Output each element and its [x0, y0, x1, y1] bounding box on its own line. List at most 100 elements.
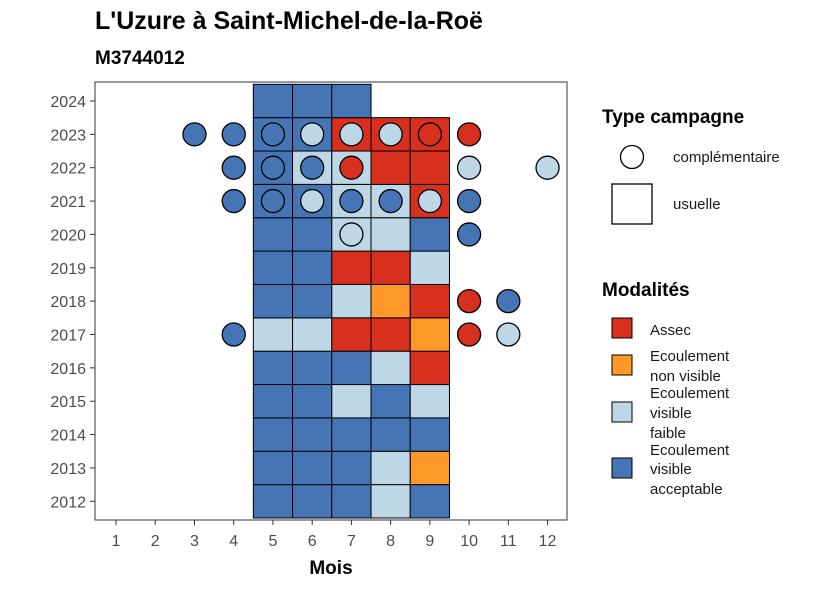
- point-2021-6: [300, 188, 325, 214]
- cell-2015-6: [292, 384, 333, 419]
- legend-label-faible: Ecoulement: [650, 385, 730, 402]
- point-2017-10: [456, 322, 482, 347]
- legend-label-faible: visible: [650, 405, 692, 422]
- point-2020-10: [456, 222, 482, 247]
- legend-label-acceptable: Ecoulement: [650, 442, 730, 459]
- y-tick-label: 2019: [50, 261, 86, 278]
- cell-2012-6: [292, 484, 333, 519]
- point-2022-6: [300, 155, 325, 180]
- cell-2012-8: [370, 484, 411, 519]
- cell-2012-9: [409, 484, 450, 519]
- x-tick-label: 6: [308, 533, 317, 550]
- point-2022-7: [339, 155, 364, 180]
- y-tick-label: 2022: [50, 161, 86, 178]
- cell-2020-9: [409, 217, 450, 252]
- y-tick-label: 2016: [50, 361, 86, 378]
- point-2022-4: [221, 155, 246, 180]
- cell-2013-9: [409, 450, 450, 486]
- legend-campagne-title: Type campagne: [602, 107, 744, 128]
- y-tick-label: 2021: [50, 194, 86, 211]
- cell-2015-9: [409, 384, 450, 419]
- point-2018-10: [456, 288, 482, 314]
- legend-campagne: Type campagne complémentaire usuelle: [602, 107, 780, 225]
- cell-2013-7: [331, 450, 372, 486]
- legend-key-non_visible: [611, 354, 633, 376]
- point-2017-11: [496, 322, 521, 347]
- x-tick-label: 3: [190, 533, 199, 550]
- legend-label-non_visible: Ecoulement: [650, 348, 730, 365]
- y-tick-label: 2023: [50, 127, 86, 144]
- cell-2017-7: [331, 317, 372, 352]
- cell-2012-7: [331, 484, 372, 519]
- cell-2013-8: [370, 450, 411, 486]
- cell-2015-8: [370, 384, 411, 419]
- cell-2017-5: [252, 317, 294, 352]
- cell-2020-5: [252, 217, 294, 252]
- cell-2024-7: [331, 83, 372, 119]
- cell-2022-8: [370, 150, 411, 185]
- chart-title: L'Uzure à Saint-Michel-de-la-Roë: [95, 7, 483, 35]
- x-tick-label: 5: [268, 533, 277, 550]
- cell-2018-5: [252, 283, 294, 319]
- cell-2018-7: [331, 283, 372, 319]
- legend-label-complementaire: complémentaire: [673, 149, 780, 166]
- cell-2024-6: [292, 83, 333, 119]
- legend-label-acceptable: visible: [650, 461, 692, 478]
- point-2020-7: [339, 222, 364, 247]
- point-2021-9: [417, 188, 443, 214]
- point-2023-6: [300, 122, 325, 147]
- point-2021-8: [378, 188, 403, 214]
- point-2021-7: [339, 188, 364, 214]
- x-tick-label: 7: [347, 533, 356, 550]
- y-tick-label: 2018: [50, 294, 86, 311]
- cell-2014-5: [252, 417, 294, 452]
- legend-label-assec: Assec: [650, 322, 691, 339]
- cell-2016-7: [331, 350, 372, 386]
- y-tick-label: 2020: [50, 227, 86, 244]
- point-2022-12: [535, 155, 560, 180]
- cell-2019-9: [409, 250, 450, 285]
- cell-2014-7: [331, 417, 372, 452]
- point-2017-4: [221, 322, 246, 347]
- y-axis: 2012 2013 2014 2015 2016 2017 2018 2019 2020 2021…: [50, 94, 95, 511]
- point-2023-7: [339, 122, 364, 147]
- legend-key-usuelle: [611, 183, 653, 225]
- chart-subtitle: M3744012: [95, 48, 185, 69]
- y-tick-label: 2014: [50, 428, 86, 445]
- x-tick-label: 4: [229, 533, 238, 550]
- cell-2018-6: [292, 283, 333, 319]
- point-2022-10: [456, 155, 482, 180]
- cell-2019-5: [252, 250, 294, 285]
- cell-2024-5: [252, 83, 294, 119]
- y-tick-label: 2013: [50, 461, 86, 478]
- x-axis-title: Mois: [309, 558, 352, 579]
- x-axis: 1 2 3 4 5 6 7 8 9 10 11 12: [112, 520, 557, 550]
- cell-2022-9: [409, 150, 450, 185]
- legend-key-faible: [611, 401, 633, 423]
- point-2022-5: [260, 155, 286, 180]
- cell-2016-9: [409, 350, 450, 386]
- x-tick-label: 1: [112, 533, 121, 550]
- cell-2019-7: [331, 250, 372, 285]
- x-tick-label: 9: [425, 533, 434, 550]
- x-tick-label: 11: [500, 533, 517, 550]
- legend-label-acceptable: acceptable: [650, 481, 723, 498]
- cell-2020-8: [370, 217, 411, 252]
- y-tick-label: 2012: [50, 494, 86, 511]
- point-2023-10: [456, 122, 482, 147]
- point-2023-4: [221, 122, 246, 147]
- cell-2013-6: [292, 450, 333, 486]
- y-tick-label: 2017: [50, 328, 86, 345]
- point-2023-3: [182, 122, 207, 147]
- legend-key-complementaire: [619, 144, 645, 170]
- point-2021-5: [260, 188, 286, 214]
- legend-label-faible: faible: [650, 425, 686, 442]
- cell-2016-5: [252, 350, 294, 386]
- y-tick-label: 2024: [50, 94, 86, 111]
- point-2023-8: [378, 122, 403, 147]
- cell-2014-9: [409, 417, 450, 452]
- usuelle-cells: [252, 83, 450, 519]
- complementaire-points: [182, 122, 560, 347]
